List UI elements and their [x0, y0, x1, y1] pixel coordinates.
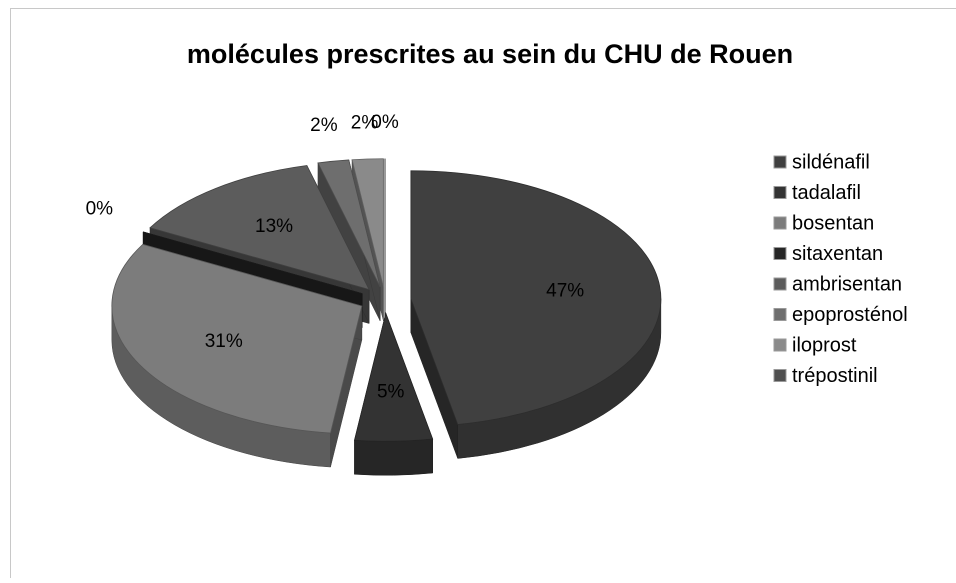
data-label: 31%: [205, 331, 243, 352]
legend-label: sitaxentan: [792, 243, 883, 265]
data-label: 0%: [86, 199, 114, 220]
data-label: 47%: [546, 280, 584, 301]
legend-swatch: [774, 248, 786, 260]
data-label: 5%: [377, 382, 405, 403]
legend-swatch: [774, 217, 786, 229]
legend-swatch: [774, 187, 786, 199]
legend-label: iloprost: [792, 334, 857, 356]
slice-side: [354, 439, 432, 475]
legend-swatch: [774, 309, 786, 321]
legend-swatch: [774, 339, 786, 351]
legend-swatch: [774, 278, 786, 290]
legend-label: epoprosténol: [792, 304, 908, 326]
legend-swatch: [774, 370, 786, 382]
legend-label: trépostinil: [792, 365, 878, 387]
legend-swatch: [774, 156, 786, 168]
chart-title: molécules prescrites au sein du CHU de R…: [187, 39, 793, 69]
legend-label: bosentan: [792, 212, 874, 234]
legend-label: sildénafil: [792, 151, 870, 173]
data-label: 13%: [255, 216, 293, 237]
data-label: 2%: [310, 115, 338, 136]
data-label: 0%: [371, 112, 399, 133]
legend-label: ambrisentan: [792, 273, 902, 295]
legend-label: tadalafil: [792, 182, 861, 204]
